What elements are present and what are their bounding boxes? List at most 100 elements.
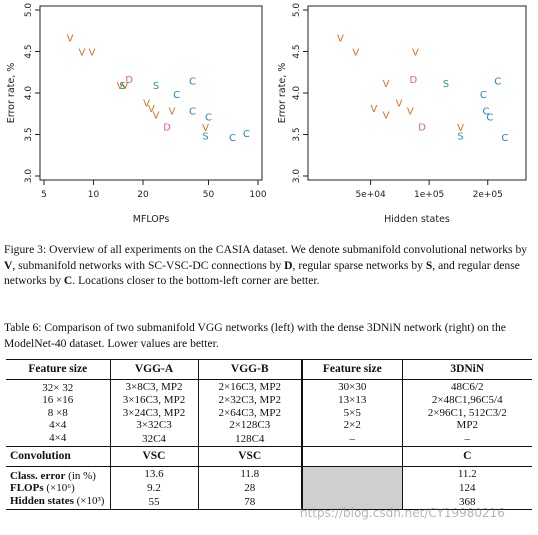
plot-frame xyxy=(307,5,527,181)
y-tick-label: 4.0 xyxy=(24,86,34,101)
table-cell: 3×8C3, MP2 xyxy=(109,379,198,394)
data-point: S xyxy=(443,79,449,90)
data-point: V xyxy=(78,48,85,59)
header-cell: VGG-A xyxy=(109,359,198,379)
x-tick-label: 100 xyxy=(249,190,266,200)
x-tick-label: 2e+05 xyxy=(473,190,503,200)
y-tick-label: 4.0 xyxy=(292,86,302,101)
data-point: V xyxy=(153,111,160,122)
y-tick-label: 3.5 xyxy=(292,127,302,141)
x-tick-label: 20 xyxy=(137,190,149,200)
data-point: V xyxy=(337,34,344,45)
table-header-row: Feature size VGG-A VGG-B Feature size 3D… xyxy=(6,359,532,379)
watermark: https://blog.csdn.net/CY19980216 xyxy=(300,506,505,520)
data-point: V xyxy=(148,104,155,115)
data-point: D xyxy=(125,75,133,86)
data-point: S xyxy=(457,131,463,142)
table-cell: – xyxy=(401,431,532,447)
data-point: C xyxy=(229,133,236,144)
data-point: C xyxy=(480,90,487,101)
data-point: C xyxy=(189,107,196,118)
data-point: V xyxy=(121,81,128,92)
data-point: V xyxy=(169,107,176,118)
table-cell: 3×16C3, MP2 xyxy=(109,394,198,407)
y-axis-title: Error rate, % xyxy=(277,63,288,124)
scatter-plot: 3.0 3.5 4.0 4.5 5.0 5e+04 1e+05 2e+05 Error rate… xyxy=(277,3,527,225)
data-point: V xyxy=(89,48,96,59)
data-point: V xyxy=(352,48,359,59)
header-cell: VGG-B xyxy=(197,359,302,379)
figure-3-caption: Figure 3: Overview of all experiments on… xyxy=(4,243,528,287)
data-point: V xyxy=(412,48,419,59)
data-point: S xyxy=(153,81,159,92)
table-cell: 3×32C3 xyxy=(109,419,198,432)
table-cell: 4×4 xyxy=(49,419,67,431)
table-cell: VSC xyxy=(109,446,198,466)
metric-row: FLOPs (×10⁶) 9.2 28 124 xyxy=(6,482,532,495)
table-cell: 32C4 xyxy=(109,431,198,447)
x-tick-label: 5e+04 xyxy=(355,190,386,200)
scatter-plot: 3.0 3.5 4.0 4.5 5.0 5 10 20 50 100 Error rate, % MF… xyxy=(6,3,267,225)
table-row: 32× 32 3×8C3, MP2 2×16C3, MP2 30×30 48C6… xyxy=(6,379,532,394)
metric-row: Hidden states (×10³) 55 78 368 xyxy=(6,494,532,510)
y-axis-title: Error rate, % xyxy=(6,63,17,124)
table-row: 8 ×8 3×24C3, MP2 2×64C3, MP2 5×5 2×96C1,… xyxy=(6,406,532,419)
data-point: C xyxy=(243,129,250,140)
data-point: C xyxy=(501,133,508,144)
x-axis-title: MFLOPs xyxy=(133,214,170,225)
y-tick-label: 4.5 xyxy=(24,44,34,58)
table-cell: 28 xyxy=(197,482,302,495)
metric-row: Class. error (in %) 13.6 11.8 11.2 xyxy=(6,466,532,510)
table-cell: – xyxy=(301,431,402,447)
table-cell: 2×2 xyxy=(301,419,402,432)
data-point: C xyxy=(173,90,180,101)
table-cell: 11.8 xyxy=(197,466,302,482)
data-point: V xyxy=(117,81,124,92)
table-cell: 2×16C3, MP2 xyxy=(197,379,302,394)
table-cell: MP2 xyxy=(401,419,532,432)
table-cell: 13.6 xyxy=(109,466,198,482)
table-cell: 2×48C1,96C5/4 xyxy=(401,394,532,407)
data-point: V xyxy=(407,107,414,118)
data-point: C xyxy=(486,112,493,123)
table-cell: 8 ×8 xyxy=(47,406,68,419)
table-cell: 11.2 xyxy=(401,466,532,482)
y-tick-label: 4.5 xyxy=(292,44,302,58)
data-point: S xyxy=(119,81,125,92)
table-cell: VSC xyxy=(197,446,302,466)
metric-label: Hidden states (×10³) xyxy=(10,494,105,507)
header-cell: Feature size xyxy=(301,359,402,379)
table-cell: 55 xyxy=(109,494,198,510)
table-row: 4×4 32C4 128C4 – – xyxy=(6,431,532,447)
table-cell: 4×4 xyxy=(49,431,67,444)
data-point: D xyxy=(163,122,171,133)
data-point: V xyxy=(383,111,390,122)
header-cell: Feature size xyxy=(28,363,88,375)
data-point: V xyxy=(67,34,74,45)
table-cell: 2×128C3 xyxy=(197,419,302,432)
y-tick-label: 3.0 xyxy=(24,169,34,184)
table-cell: 16 ×16 xyxy=(42,394,74,406)
data-point: D xyxy=(418,122,426,133)
table-cell: 368 xyxy=(401,494,532,510)
x-tick-label: 1e+05 xyxy=(414,190,444,200)
table-row: 16 ×16 3×16C3, MP2 2×32C3, MP2 13×13 2×4… xyxy=(6,394,532,407)
data-point: V xyxy=(457,123,464,134)
header-cell: 3DNiN xyxy=(401,359,532,379)
metric-label: Class. error (in %) xyxy=(10,469,96,482)
data-point: V xyxy=(370,104,377,115)
table-cell: 2×96C1, 512C3/2 xyxy=(401,406,532,419)
table-cell: 78 xyxy=(197,494,302,510)
table-cell: 128C4 xyxy=(197,431,302,447)
data-point: D xyxy=(410,75,418,86)
data-point: C xyxy=(494,77,501,88)
x-axis-title: Hidden states xyxy=(384,214,450,225)
table-cell: 48C6/2 xyxy=(401,379,532,394)
x-tick-label: 5 xyxy=(41,190,47,200)
convolution-label: Convolution xyxy=(10,450,71,462)
table-cell: 2×64C3, MP2 xyxy=(197,406,302,419)
table-6: Feature size VGG-A VGG-B Feature size 3D… xyxy=(6,359,532,510)
y-tick-label: 5.0 xyxy=(24,3,34,18)
data-point: V xyxy=(202,123,209,134)
data-point: C xyxy=(189,77,196,88)
